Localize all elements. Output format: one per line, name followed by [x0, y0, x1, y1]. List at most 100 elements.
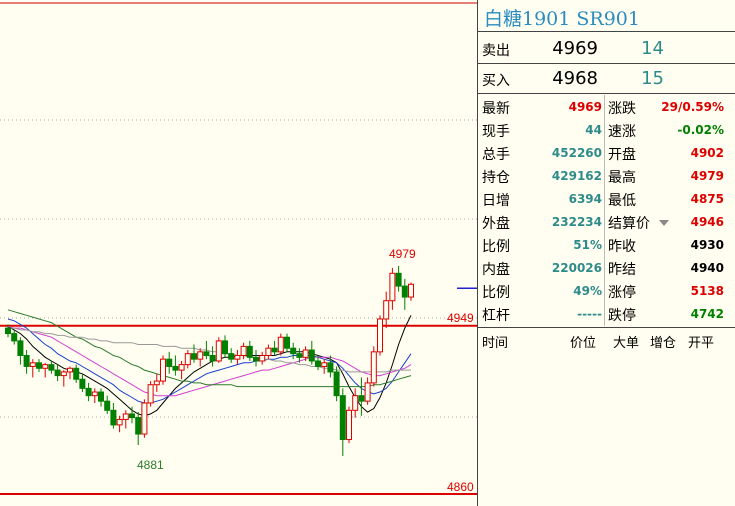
candle-body — [271, 347, 278, 353]
stat-row: 比例 49% 涨停 5138 — [478, 280, 735, 303]
sell-price: 4969 — [552, 38, 598, 59]
header-big-order: 大单 — [613, 336, 640, 351]
candle-body — [290, 347, 297, 355]
stat-value: 429162 — [551, 169, 602, 183]
candle-body — [116, 418, 123, 426]
stat-label: 开盘 — [608, 147, 636, 163]
candle-body — [85, 387, 92, 397]
price-level-label: 4949 — [447, 311, 474, 325]
candle-body — [42, 364, 49, 369]
buy-volume: 15 — [641, 68, 664, 89]
candle-body — [315, 360, 321, 367]
header-open-close: 开平 — [688, 336, 715, 351]
candle-body — [67, 367, 73, 373]
candle-body — [36, 362, 42, 369]
candle-body — [346, 409, 352, 441]
stat-row: 内盘 220026 昨结 4940 — [478, 257, 735, 280]
stat-label: 涨跌 — [608, 101, 636, 117]
candle-body — [333, 371, 340, 397]
stat-label: 现手 — [482, 124, 510, 140]
candle-body — [160, 358, 166, 382]
divider — [478, 31, 735, 32]
candle-body — [98, 391, 104, 402]
candle-body — [259, 355, 266, 362]
candle-body — [104, 400, 111, 411]
contract-title: 白糖1901 SR901 — [484, 8, 640, 30]
divider — [478, 63, 735, 64]
sell-label: 卖出 — [482, 43, 510, 59]
stat-row: 外盘 232234 结算价 4946 — [478, 211, 735, 234]
candle-body — [178, 364, 185, 371]
stat-value: 232234 — [551, 215, 602, 229]
candle-body — [265, 347, 272, 357]
candle-body — [141, 402, 148, 435]
candle-body — [395, 272, 402, 287]
candle-body — [11, 333, 18, 342]
stat-row: 现手 44 速涨 -0.02% — [478, 119, 735, 142]
stat-label: 持仓 — [482, 170, 510, 186]
stat-row: 日增 6394 最低 4875 — [478, 188, 735, 211]
stat-value: ----- — [577, 307, 602, 321]
quote-panel: 白糖1901 SR901 卖出 4969 14 买入 4968 15 最新 496… — [477, 0, 735, 506]
stat-label: 结算价 — [608, 216, 650, 232]
candle-body — [23, 355, 30, 367]
stat-value: 44 — [585, 123, 602, 137]
header-price: 价位 — [570, 336, 597, 351]
candle-body — [135, 417, 142, 435]
stat-label: 总手 — [482, 147, 510, 163]
stat-label: 跌停 — [608, 308, 636, 324]
low-annotation: 4881 — [137, 458, 164, 472]
candle-body — [246, 345, 253, 358]
candle-body — [147, 384, 154, 404]
stat-label: 昨结 — [608, 262, 636, 278]
dropdown-arrow-icon[interactable] — [659, 220, 669, 226]
kline-chart[interactable]: 4979 4881 4949 4860 — [0, 0, 477, 506]
stat-label: 涨停 — [608, 285, 636, 301]
stat-value: 4930 — [690, 238, 724, 252]
candle-body — [60, 371, 67, 377]
stat-value: -0.02% — [677, 123, 724, 137]
candle-body — [327, 362, 334, 373]
stat-value: 4979 — [690, 169, 724, 183]
candle-body — [234, 355, 241, 360]
stat-value: 4969 — [568, 100, 602, 114]
candle-body — [54, 369, 61, 377]
column-divider — [604, 95, 605, 326]
candle-body — [377, 318, 383, 353]
stat-label: 比例 — [482, 239, 510, 255]
stat-label: 比例 — [482, 285, 510, 301]
candle-body — [184, 353, 191, 366]
stat-label: 昨收 — [608, 239, 636, 255]
moving-average-line — [7, 309, 412, 388]
candle-body — [17, 340, 24, 357]
stat-row: 最新 4969 涨跌 29/0.59% — [478, 96, 735, 119]
price-level-label: 4860 — [447, 480, 474, 494]
stat-label: 最新 — [482, 101, 510, 117]
stat-value: 4875 — [690, 192, 724, 206]
buy-price: 4968 — [552, 68, 598, 89]
stat-row: 持仓 429162 最高 4979 — [478, 165, 735, 188]
candle-body — [228, 353, 235, 360]
buy-row[interactable]: 买入 4968 15 — [478, 64, 735, 92]
kline-svg[interactable]: 4979 4881 4949 4860 — [0, 0, 477, 506]
sell-row[interactable]: 卖出 4969 14 — [478, 34, 735, 62]
candle-body — [79, 378, 86, 389]
candle-body — [48, 364, 55, 371]
candle-body — [253, 356, 259, 362]
candle-body — [122, 413, 129, 420]
stat-row: 比例 51% 昨收 4930 — [478, 234, 735, 257]
moving-average-line — [7, 325, 412, 397]
stat-value: 452260 — [551, 146, 602, 160]
candle-body — [166, 358, 173, 367]
stat-label: 最高 — [608, 170, 636, 186]
candle-body — [197, 351, 204, 360]
candle-body — [240, 345, 247, 356]
candle-body — [191, 353, 197, 360]
candle-body — [308, 349, 315, 362]
candle-body — [408, 283, 414, 298]
stat-row: 杠杆 ----- 跌停 4742 — [478, 303, 735, 326]
header-open-interest: 增仓 — [650, 336, 677, 351]
stat-value: 4742 — [690, 307, 724, 321]
stat-value: 220026 — [551, 261, 602, 275]
divider — [478, 327, 735, 328]
